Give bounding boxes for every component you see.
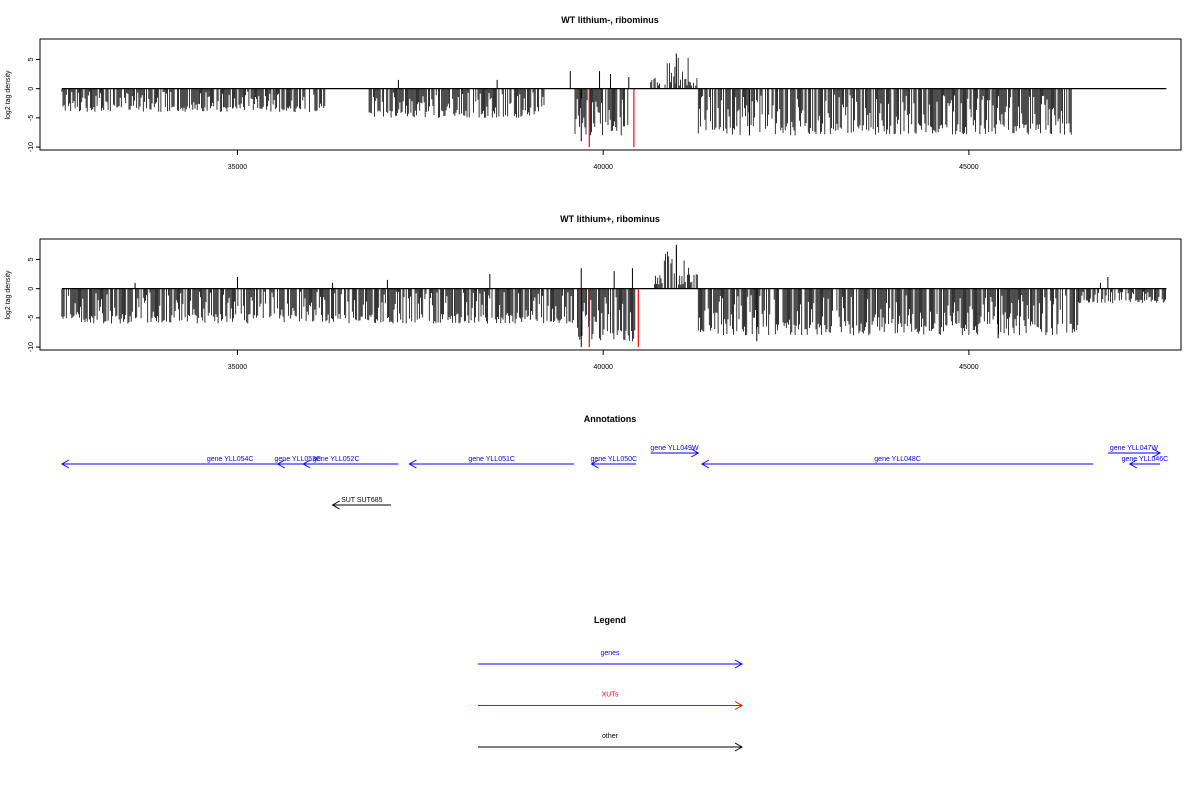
x-tick-label: 40000 (593, 164, 613, 171)
panel-title: WT lithium-, ribominus (561, 15, 659, 25)
feature-arrowhead (302, 459, 311, 469)
feature-arrowhead (331, 500, 340, 510)
x-axis: 35000 40000 45000 (228, 350, 979, 371)
y-tick-label: -5 (28, 115, 35, 121)
legend-label: other (602, 733, 619, 740)
feature-label: gene YLL050C (590, 456, 637, 463)
legend-label: genes (600, 650, 620, 657)
plot-frame (39, 238, 1182, 351)
legend-arrowhead (734, 701, 744, 710)
feature-label: gene YLL051C (468, 456, 515, 463)
feature-label: gene YLL049W (650, 445, 699, 452)
feature-arrowhead (1128, 459, 1138, 469)
feature-arrowhead (1152, 448, 1162, 458)
y-tick-label: -10 (28, 342, 35, 352)
feature-arrowhead (60, 459, 70, 469)
y-tick-label: 0 (28, 287, 35, 291)
bars-layer (61, 244, 1167, 348)
legend-items: genes XUTs other (478, 650, 744, 752)
x-tick-label: 45000 (959, 164, 979, 171)
legend-arrowhead (734, 742, 744, 752)
y-tick-label: -10 (28, 142, 35, 152)
feature-arrowhead (590, 459, 599, 469)
bars-layer (61, 53, 1167, 148)
legend-label: XUTs (602, 692, 619, 699)
x-tick-label: 45000 (959, 364, 979, 371)
annotations-title: Annotations (584, 414, 637, 424)
feature-arrowhead (691, 448, 700, 458)
feature-label: SUT SUT685 (341, 497, 383, 504)
y-axis: -10 -5 0 5 (28, 57, 40, 152)
feature-label: gene YLL052C (313, 456, 360, 463)
y-axis-label: log2 tag density (5, 270, 12, 320)
feature-arrowhead (700, 459, 710, 469)
feature-label: gene YLL048C (874, 456, 921, 463)
feature-label: gene YLL046C (1122, 456, 1169, 463)
legend-arrowhead (734, 659, 744, 669)
feature-label: gene YLL054C (207, 456, 254, 463)
y-tick-label: 0 (28, 87, 35, 91)
feature-label: gene YLL047W (1110, 445, 1159, 452)
panel-wt-lithium-plus: WT lithium+, ribominus log2 tag density … (5, 214, 1182, 371)
y-axis: -10 -5 0 5 (28, 257, 40, 352)
x-tick-label: 35000 (228, 364, 248, 371)
feature-arrowhead (408, 459, 417, 469)
feature-arrowhead (276, 459, 285, 469)
feature-label: gene YLL053C (275, 456, 322, 463)
legend-title: Legend (594, 615, 626, 625)
y-tick-label: -5 (28, 315, 35, 321)
x-tick-label: 40000 (593, 364, 613, 371)
panel-title: WT lithium+, ribominus (560, 214, 660, 224)
legend: Legend genes XUTs other (478, 615, 744, 752)
y-tick-label: 5 (28, 257, 35, 261)
annotations-track: Annotations gene YLL054C gene YLL053Cgene… (60, 414, 1169, 510)
y-tick-label: 5 (28, 57, 35, 61)
x-axis: 35000 40000 45000 (228, 150, 979, 171)
x-tick-label: 35000 (228, 164, 248, 171)
y-axis-label: log2 tag density (5, 70, 12, 120)
panel-wt-lithium-minus: WT lithium-, ribominus log2 tag density … (5, 15, 1182, 171)
plot-frame (39, 38, 1182, 151)
